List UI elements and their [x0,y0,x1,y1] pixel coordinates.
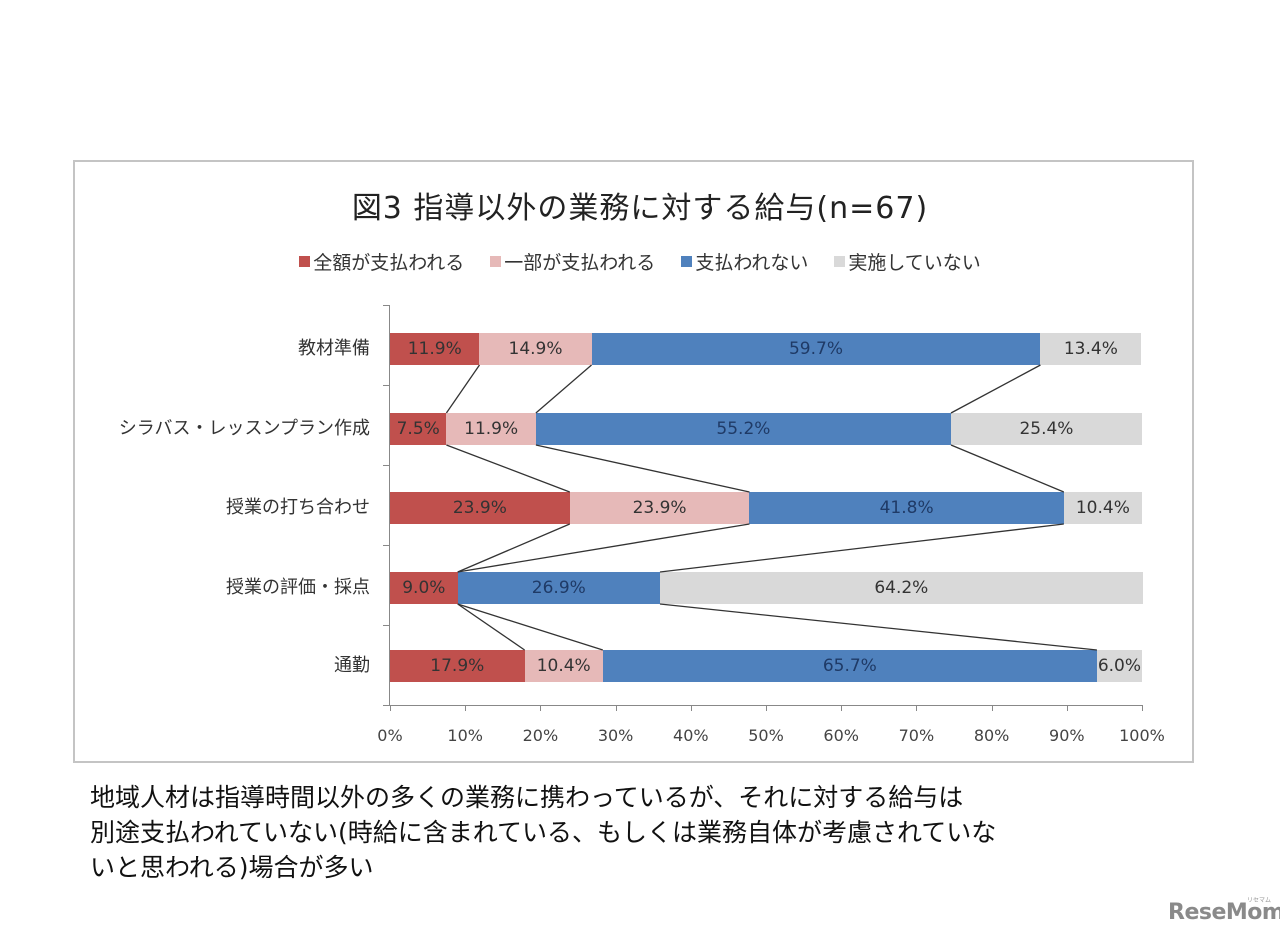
bar-segment: 65.7% [602,650,1097,682]
x-tick-label: 20% [522,726,559,745]
x-tick-label: 80% [973,726,1010,745]
x-tick-label: 30% [597,726,634,745]
bar-segment: 41.8% [749,492,1064,524]
x-tick [1142,705,1143,711]
bar-segment: 14.9% [479,333,592,365]
legend-swatch-icon [299,256,311,267]
logo-subtext: リセマム [1247,897,1272,904]
x-tick-label: 40% [673,726,709,745]
y-tick [383,625,389,626]
bar-segment: 10.4% [524,650,603,682]
x-tick [615,705,617,711]
x-tick [766,705,767,711]
x-tick [841,705,843,711]
bar-segment: 59.7% [591,333,1041,365]
bar-row: 23.9% 23.9% 41.8% 10.4% [390,492,1142,524]
bar-segment: 11.9% [390,333,480,365]
x-tick-label: 10% [447,726,483,745]
x-tick-label: 100% [1119,726,1165,745]
legend-label: 実施していない [848,252,981,274]
legend-item-full-paid: 全額が支払われる [299,248,464,275]
category-label: シラバス・レッスンプラン作成 [118,418,370,439]
y-tick [383,465,389,466]
bar-segment: 55.2% [535,413,951,445]
caption-line: 地域人材は指導時間以外の多くの業務に携わっているが、それに対する給与は [90,783,964,812]
x-tick-label: 0% [377,726,403,745]
category-label: 通勤 [334,655,370,676]
bar-segment: 6.0% [1096,650,1142,682]
bar-segment: 26.9% [457,572,660,604]
x-tick [390,705,391,711]
bar-row: 7.5% 11.9% 55.2% 25.4% [390,413,1142,445]
legend-swatch-icon [490,256,502,267]
x-tick-label: 50% [748,726,784,745]
category-label: 授業の打ち合わせ [226,497,370,518]
legend-item-not-paid: 支払われない [681,248,808,275]
bar-row: 11.9% 14.9% 59.7% 13.4% [390,333,1142,365]
legend-label: 全額が支払われる [313,252,465,274]
caption-line: 別途支払われていない(時給に含まれている、もしくは業務自体が考慮されていな [90,818,997,847]
bar-segment: 23.9% [569,492,750,524]
caption: 地域人材は指導時間以外の多くの業務に携わっているが、それに対する給与は 別途支払… [90,780,1220,885]
y-tick [383,705,389,706]
x-tick [1066,705,1068,711]
bar-segment: 23.9% [390,492,570,524]
chart-title: 図3 指導以外の業務に対する給与(n=67) [351,191,929,226]
bar-segment: 10.4% [1063,492,1142,524]
y-axis [389,305,390,705]
x-axis [389,705,1142,706]
x-tick-label: 70% [898,726,935,745]
x-tick-label: 90% [1049,726,1085,745]
y-tick [383,385,389,386]
category-label: 授業の評価・採点 [226,577,370,598]
legend-item-not-conducted: 実施していない [834,248,981,275]
bar-segment: 11.9% [446,413,536,445]
x-tick-label: 60% [823,726,859,745]
legend-swatch-icon [834,256,846,267]
x-tick [465,705,467,711]
x-tick [991,705,993,711]
bar-segment: 9.0% [390,572,458,604]
legend-item-partly-paid: 一部が支払われる [490,248,655,275]
y-tick [383,545,389,546]
x-tick [916,705,918,711]
y-tick [383,305,389,306]
bar-row: 9.0% 26.9% 64.2% [390,572,1143,604]
bar-segment: 17.9% [390,650,525,682]
x-tick [690,705,692,711]
legend-label: 一部が支払われる [504,252,656,274]
legend-label: 支払われない [695,252,809,274]
bar-segment: 64.2% [659,572,1143,604]
category-label: 教材準備 [298,338,370,359]
bar-row: 17.9% 10.4% 65.7% 6.0% [390,650,1142,682]
caption-line: いと思われる)場合が多い [90,853,374,882]
x-tick [540,705,542,711]
bar-segment: 13.4% [1040,333,1142,365]
legend-swatch-icon [681,256,693,267]
bar-segment: 7.5% [390,413,447,445]
bar-segment: 25.4% [950,413,1142,445]
resemom-logo: ReseMom [1168,900,1280,925]
chart-legend: 全額が支払われる 一部が支払われる 支払われない 実施していない [0,248,1280,275]
